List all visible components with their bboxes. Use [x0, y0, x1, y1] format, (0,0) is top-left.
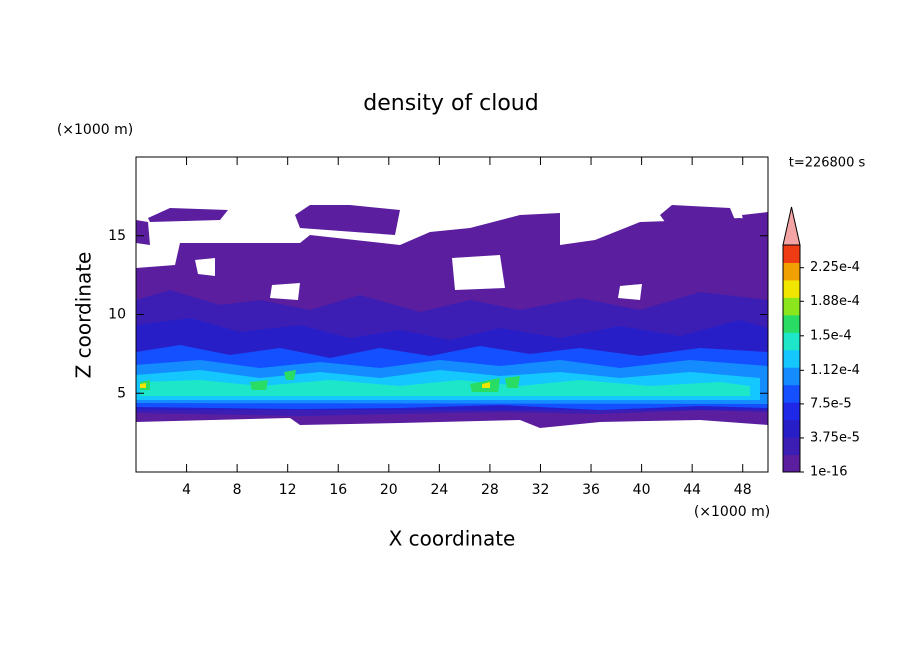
x-tick-label: 32 — [532, 482, 550, 498]
colorbar-band — [783, 454, 800, 473]
y-tick-label: 15 — [108, 228, 126, 244]
colorbar-band — [783, 367, 800, 386]
x-tick-label: 12 — [279, 482, 297, 498]
colorbar-band — [783, 437, 800, 456]
colorbar-band — [783, 245, 800, 263]
contour-region — [140, 370, 520, 392]
x-tick-label: 8 — [233, 482, 242, 498]
colorbar-tick-label: 1e-16 — [810, 465, 848, 480]
contour-region — [136, 205, 768, 245]
colorbar-extend — [782, 206, 801, 246]
x-tick-label: 36 — [582, 482, 600, 498]
contour-field — [136, 205, 768, 428]
colorbar-tick-label: 2.25e-4 — [810, 260, 860, 275]
x-unit: (×1000 m) — [694, 504, 770, 520]
x-tick-label: 16 — [329, 482, 347, 498]
x-tick-label: 44 — [683, 482, 701, 498]
colorbar-band — [783, 279, 800, 298]
time-annotation: t=226800 s — [789, 156, 866, 171]
colorbar-band — [783, 349, 800, 368]
colorbar-tick-label: 3.75e-5 — [810, 430, 860, 445]
contour-region — [140, 380, 750, 396]
y-axis-label: Z coordinate — [72, 252, 96, 379]
y-tick-label: 10 — [108, 307, 126, 323]
chart-title: density of cloud — [363, 91, 538, 116]
colorbar-tick-label: 7.5e-5 — [810, 396, 852, 411]
colorbar-band — [783, 419, 800, 438]
colorbar-band — [783, 262, 800, 281]
colorbar-tick-label: 1.12e-4 — [810, 363, 860, 378]
colorbar-band — [783, 314, 800, 333]
y-unit: (×1000 m) — [57, 122, 133, 138]
x-tick-label: 28 — [481, 482, 499, 498]
x-tick-label: 4 — [182, 482, 191, 498]
colorbar-band — [783, 402, 800, 421]
colorbar-band — [783, 332, 800, 351]
x-tick-label: 48 — [734, 482, 752, 498]
colorbar-tick-label: 1.88e-4 — [810, 294, 860, 309]
y-tick-label: 5 — [117, 385, 126, 401]
colorbar-tick-label: 1.5e-4 — [810, 328, 852, 343]
x-tick-label: 20 — [380, 482, 398, 498]
x-axis-label: X coordinate — [389, 527, 516, 551]
x-tick-label: 40 — [633, 482, 651, 498]
colorbar-frame — [782, 244, 801, 473]
colorbar-band — [783, 384, 800, 403]
x-tick-label: 24 — [430, 482, 448, 498]
colorbar-band — [783, 297, 800, 316]
